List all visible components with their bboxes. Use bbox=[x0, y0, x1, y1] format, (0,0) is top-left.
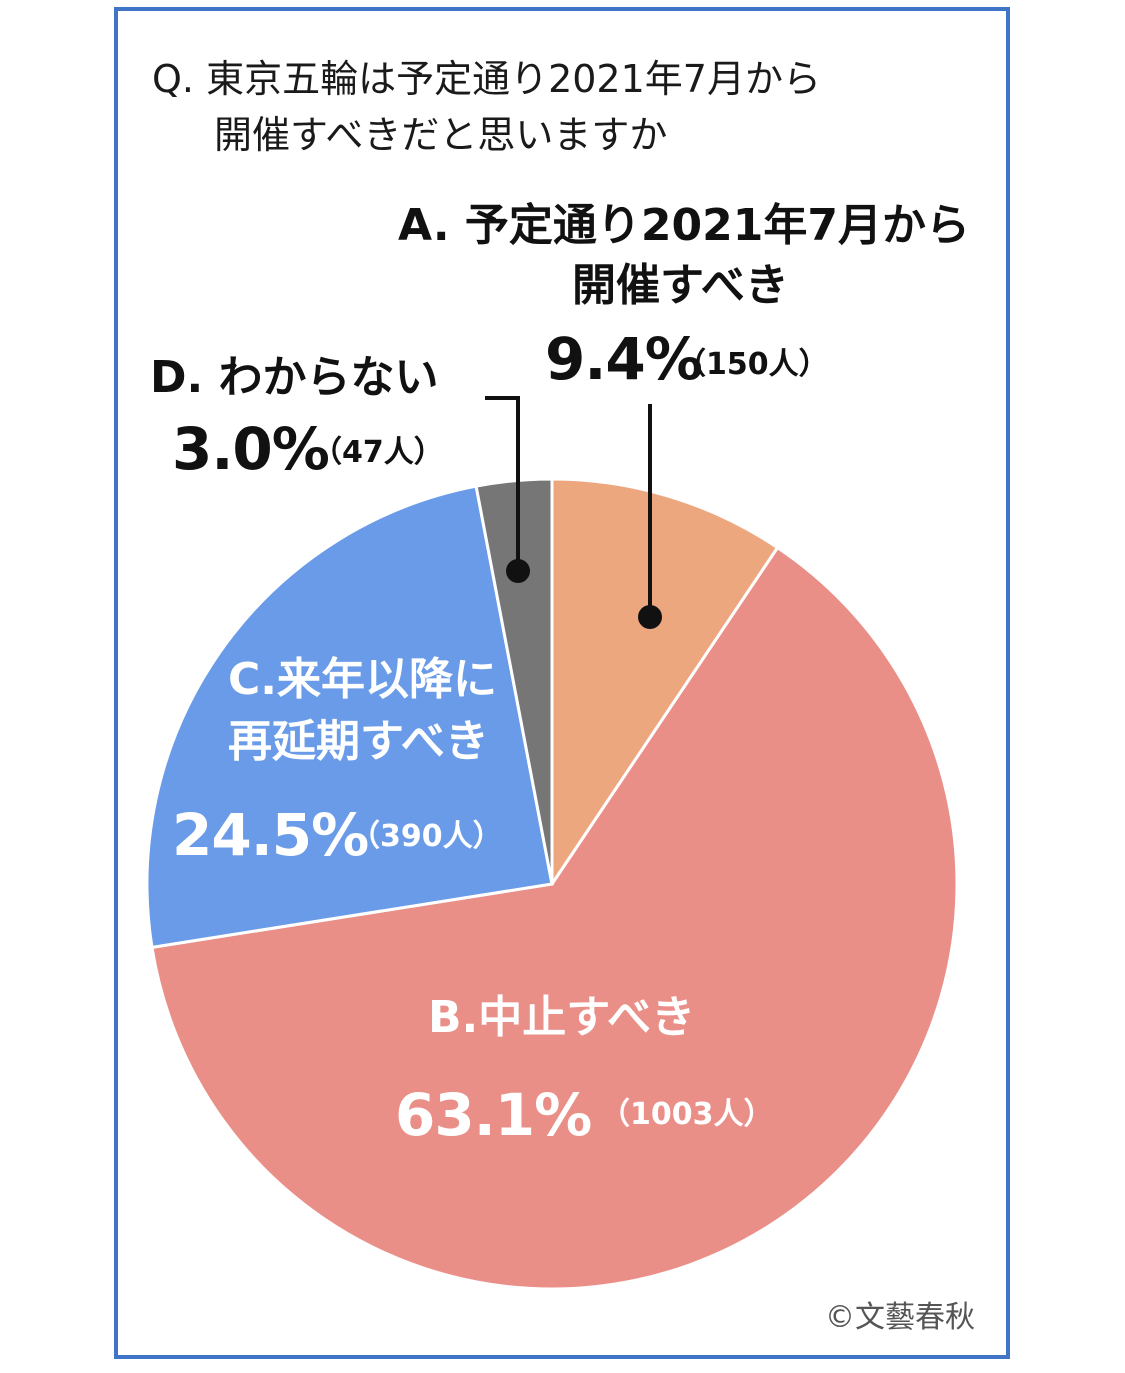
label-b-percent: 63.1% bbox=[395, 1081, 592, 1149]
label-a-line-1: A. 予定通り2021年7月から bbox=[398, 200, 970, 251]
label-a-count: （150人） bbox=[676, 347, 829, 382]
pie-slices bbox=[145, 477, 959, 1291]
leader-lines bbox=[485, 396, 662, 629]
label-c-line-2: 再延期すべき bbox=[228, 716, 489, 767]
label-c-line-1: C.来年以降に bbox=[228, 654, 498, 705]
label-b-line-1: B.中止すべき bbox=[428, 992, 696, 1043]
label-d-percent: 3.0% bbox=[172, 415, 330, 483]
pie-slice-b bbox=[150, 545, 959, 1291]
pie-slice-c bbox=[145, 484, 554, 950]
label-d-count: （47人） bbox=[312, 435, 444, 470]
leader-dot-d bbox=[506, 559, 530, 583]
label-d-line-1: D. わからない bbox=[150, 352, 439, 403]
leader-line-d bbox=[485, 396, 520, 571]
label-c-count: （390人） bbox=[350, 819, 503, 854]
label-b-count: （1003人） bbox=[600, 1097, 774, 1132]
label-a-line-2: 開催すべき bbox=[572, 260, 789, 311]
copyright-credit: ©文藝春秋 bbox=[825, 1300, 975, 1335]
pie-slice-a bbox=[550, 477, 780, 889]
question-line-1: Q. 東京五輪は予定通り2021年7月から bbox=[152, 57, 821, 101]
label-c-percent: 24.5% bbox=[172, 801, 369, 869]
leader-dot-a bbox=[638, 605, 662, 629]
question-line-2: 開催すべきだと思いますか bbox=[214, 113, 668, 157]
label-a-percent: 9.4% bbox=[545, 325, 703, 393]
pie-slice-d bbox=[474, 477, 554, 885]
